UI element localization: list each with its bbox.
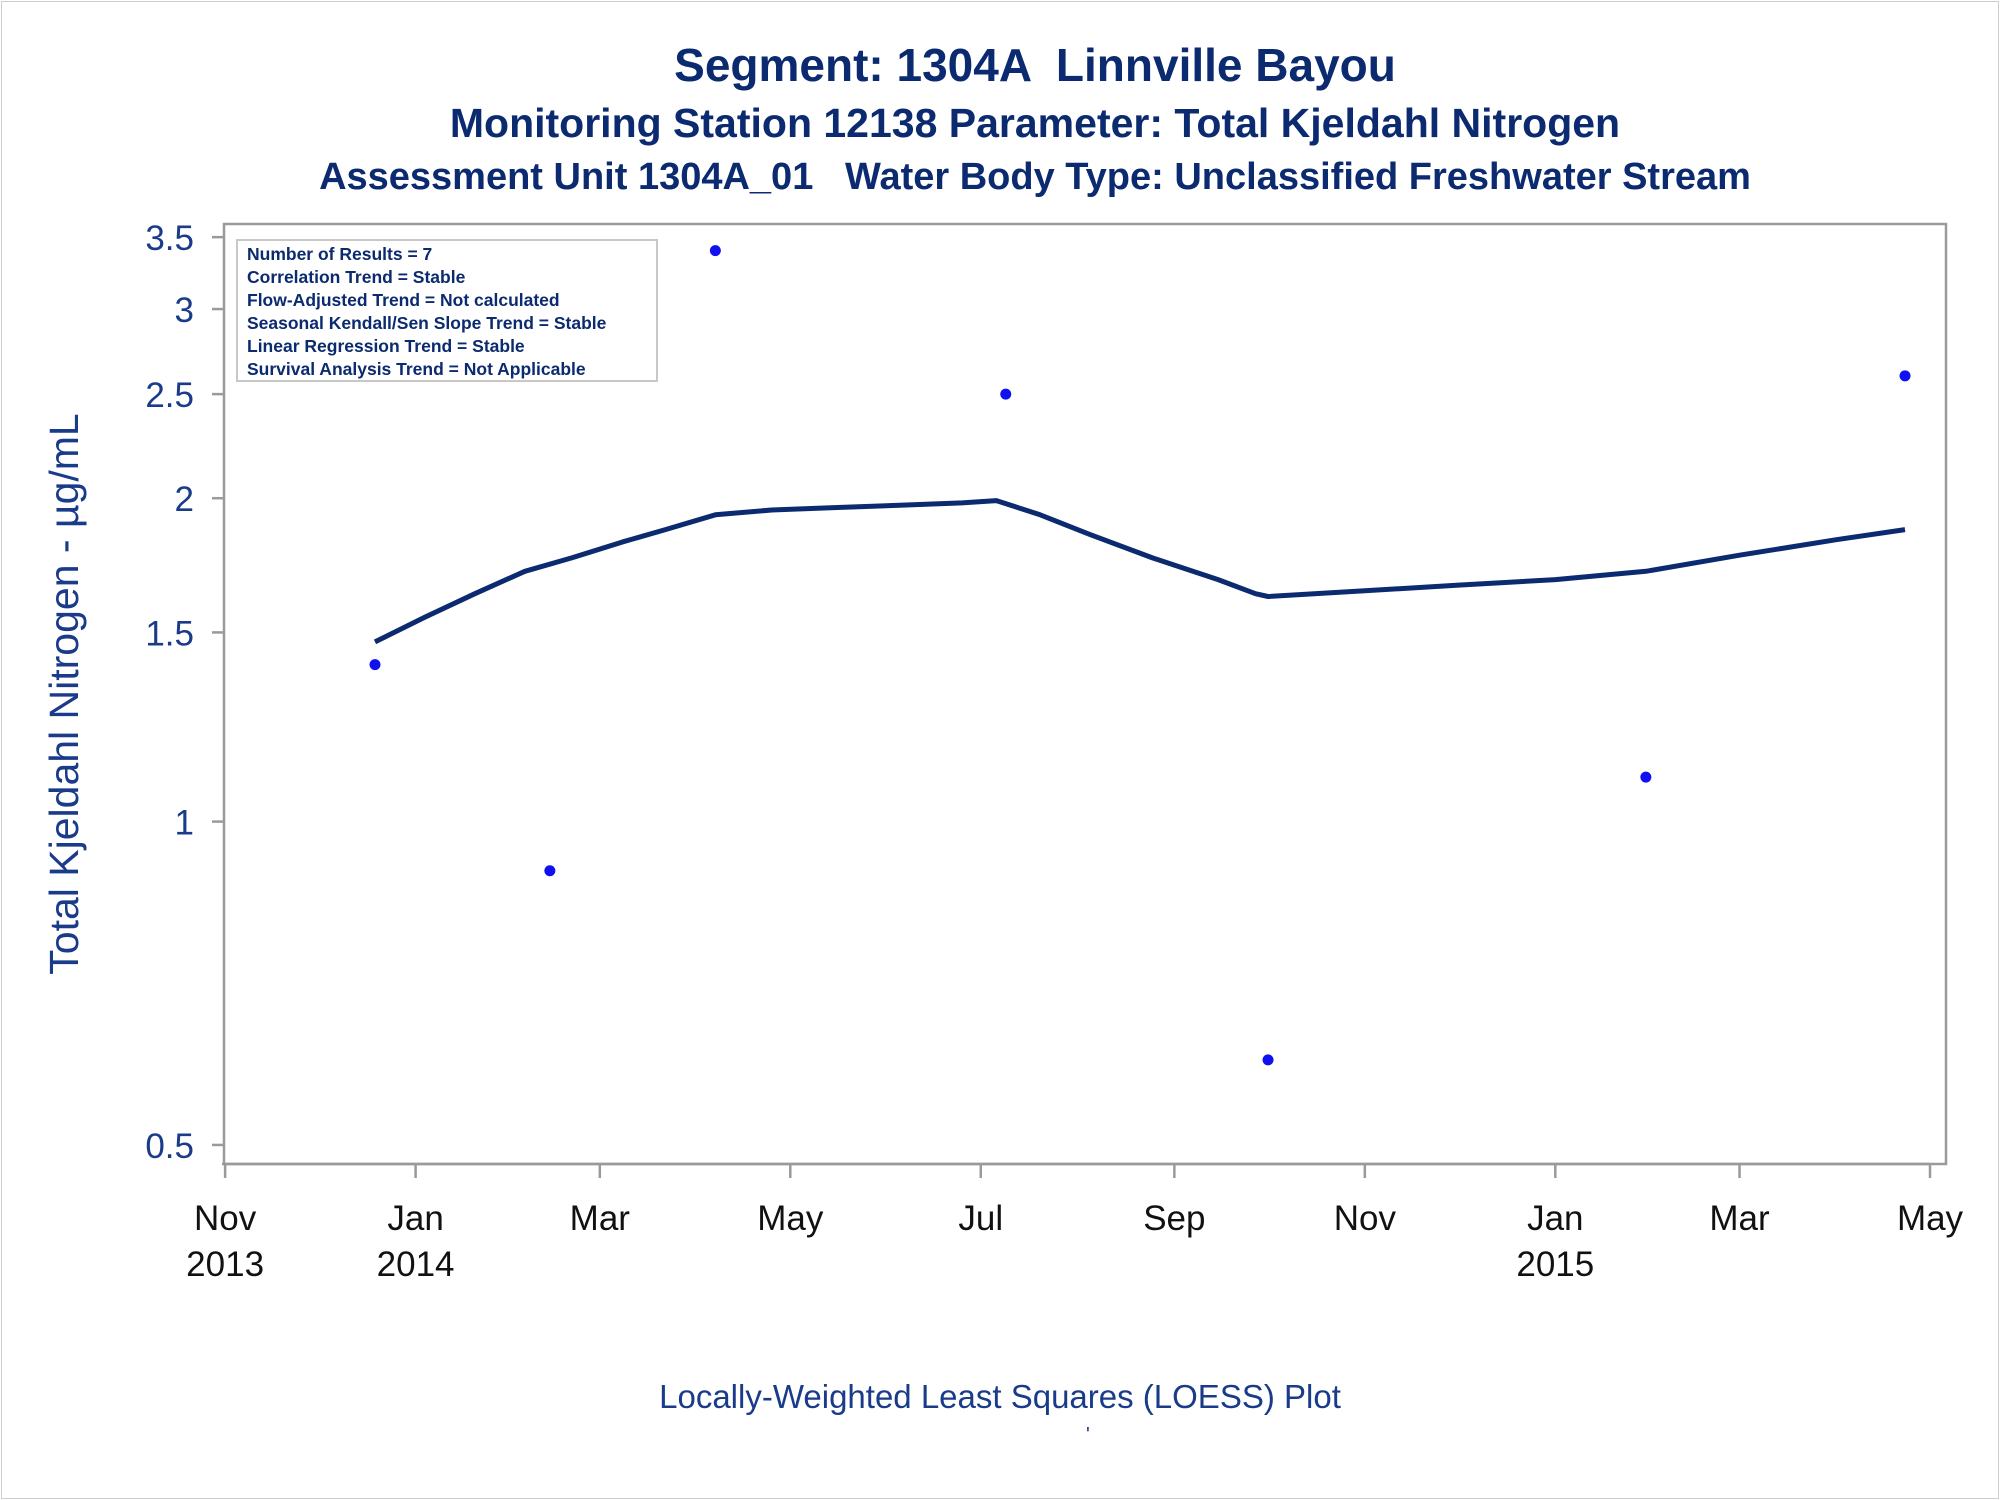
x-tick-label: Jan (1527, 1199, 1583, 1238)
stats-box: Number of Results = 7 Correlation Trend =… (236, 239, 658, 382)
loess-line (373, 498, 1906, 645)
data-point (1000, 388, 1012, 400)
y-tick-label: 0.5 (145, 1127, 194, 1166)
footnote: Locally-Weighted Least Squares (LOESS) P… (659, 1378, 1341, 1415)
chart-title: Segment: 1304A Linnville Bayou (674, 39, 1396, 91)
x-tick-year-label: 2013 (186, 1245, 264, 1284)
x-tick-label: May (757, 1199, 824, 1238)
y-axis-label: Total Kjeldahl Nitrogen - µg/mL (41, 413, 87, 974)
stats-box-border (236, 239, 658, 382)
data-point (369, 659, 381, 671)
points-layer (369, 245, 1911, 1066)
x-tick-label: Mar (1709, 1199, 1770, 1238)
data-point (1262, 1054, 1274, 1066)
footnote-mark: ' (1086, 1424, 1090, 1446)
data-point (709, 245, 721, 257)
data-point (1640, 771, 1652, 783)
data-point (1899, 370, 1911, 382)
y-tick-label: 1 (175, 804, 194, 843)
data-point (544, 865, 556, 877)
x-tick-year-label: 2015 (1516, 1245, 1594, 1284)
stats-line: Linear Regression Trend = Stable (247, 336, 525, 356)
stats-line: Number of Results = 7 (247, 244, 432, 264)
y-tick-label: 1.5 (145, 614, 194, 653)
x-tick-year-label: 2014 (377, 1245, 455, 1284)
stats-line: Correlation Trend = Stable (247, 267, 466, 287)
stats-line: Flow-Adjusted Trend = Not calculated (247, 290, 560, 310)
x-tick-label: Mar (570, 1199, 631, 1238)
y-tick-label: 2 (175, 480, 194, 519)
x-tick-label: Jul (958, 1199, 1003, 1238)
x-tick-label: Nov (194, 1199, 257, 1238)
chart-subtitle: Monitoring Station 12138 Parameter: Tota… (449, 100, 1621, 146)
y-tick-label: 3 (175, 291, 194, 330)
y-tick-label: 2.5 (145, 376, 194, 415)
stats-line: Survival Analysis Trend = Not Applicable (247, 359, 586, 379)
plot-area (222, 222, 1948, 1166)
x-tick-label: May (1897, 1199, 1964, 1238)
y-tick-label: 3.5 (145, 219, 194, 258)
x-tick-label: Jan (387, 1199, 443, 1238)
loess-layer (373, 498, 1906, 645)
x-tick-label: Nov (1334, 1199, 1397, 1238)
chart-subtitle-2: Assessment Unit 1304A_01 Water Body Type… (319, 156, 1751, 198)
stats-line: Seasonal Kendall/Sen Slope Trend = Stabl… (247, 313, 607, 333)
axes-layer: 0.5 1 1.5 2 2.5 3 3.5 Nov 2013 Jan 2014 Mar May Jul Se… (145, 219, 1963, 1284)
x-tick-label: Sep (1143, 1199, 1205, 1238)
